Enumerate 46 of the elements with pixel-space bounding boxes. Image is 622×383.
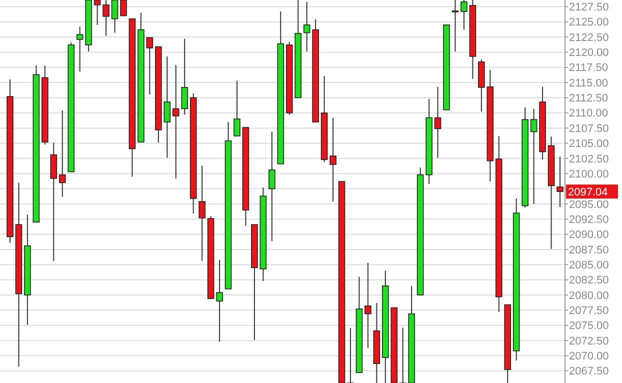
y-tick-label: 2115.00 xyxy=(569,77,608,90)
candlestick xyxy=(50,142,58,262)
candlestick xyxy=(330,117,336,202)
y-tick-label: 2067.50 xyxy=(569,366,609,378)
y-tick-label: 2100.00 xyxy=(569,168,609,180)
candlestick xyxy=(76,26,84,72)
candlestick xyxy=(216,259,223,342)
candlestick xyxy=(58,110,66,198)
candlestick xyxy=(146,37,154,96)
candlestick xyxy=(452,0,459,52)
y-tick-label: 2072.50 xyxy=(569,335,609,348)
candlestick xyxy=(120,0,127,16)
candlestick xyxy=(347,327,354,383)
candlestick xyxy=(556,156,564,208)
y-tick-label: 2110.00 xyxy=(569,108,608,120)
candlestick xyxy=(94,0,101,26)
candlestick xyxy=(434,86,442,158)
y-tick-label: 2092.50 xyxy=(569,214,609,226)
candlestick xyxy=(111,0,118,34)
candlestick xyxy=(198,165,206,262)
y-tick-label: 2087.50 xyxy=(569,244,609,256)
candlestick xyxy=(364,262,372,348)
y-tick-label: 2082.50 xyxy=(569,274,609,287)
y-tick-label: 2095.00 xyxy=(569,198,609,211)
y-tick-label: 2125.00 xyxy=(569,16,609,29)
candlestick xyxy=(460,0,468,30)
y-tick-label: 2117.50 xyxy=(569,62,608,74)
y-tick-label: 2085.00 xyxy=(569,259,609,272)
y-tick-label: 2080.00 xyxy=(569,290,609,302)
candlestick xyxy=(303,1,310,52)
candlestick xyxy=(234,80,240,136)
y-tick-label: 2075.00 xyxy=(569,320,609,332)
y-tick-label: 2122.50 xyxy=(569,32,609,44)
y-tick-label: 2077.50 xyxy=(569,305,609,318)
y-tick-label: 2127.50 xyxy=(569,2,609,14)
y-tick-label: 2102.50 xyxy=(569,153,609,166)
y-tick-label: 2090.00 xyxy=(569,229,609,242)
y-tick-label: 2112.50 xyxy=(569,92,608,105)
y-tick-label: 2105.00 xyxy=(569,138,609,150)
candlestick xyxy=(102,0,110,36)
candlestick xyxy=(268,131,276,242)
candlestick xyxy=(530,108,538,204)
y-tick-label: 2120.00 xyxy=(569,47,609,60)
text: 2097.04 xyxy=(568,186,608,199)
y-tick-label: 2107.50 xyxy=(569,122,609,135)
y-tick-label: 2070.00 xyxy=(569,350,609,363)
